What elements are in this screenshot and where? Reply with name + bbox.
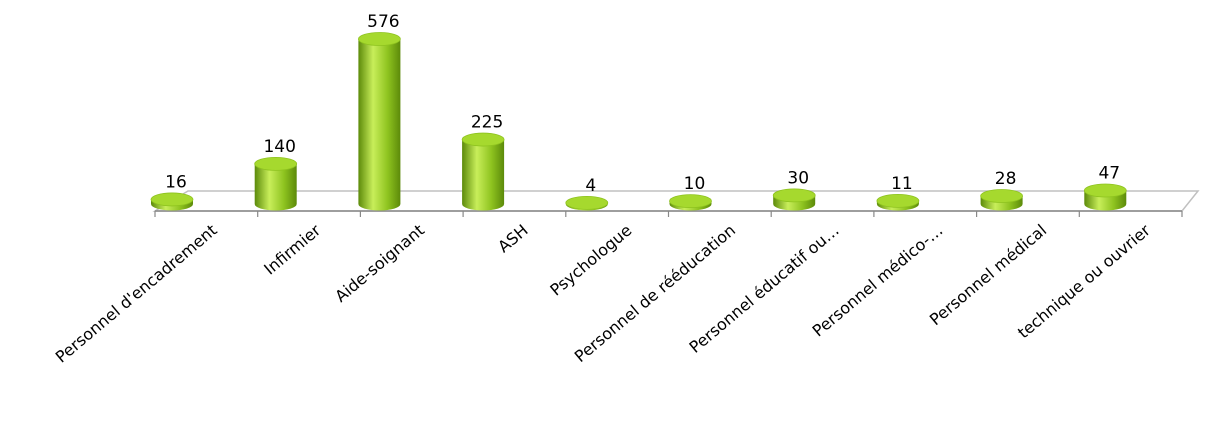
- bar: [772, 188, 816, 211]
- bar: [357, 32, 401, 211]
- category-label: ASH: [494, 221, 532, 257]
- data-label: 16: [165, 172, 187, 192]
- bar-top: [565, 195, 609, 210]
- bar: [980, 189, 1023, 211]
- data-label: 47: [1098, 164, 1120, 184]
- bar-top: [876, 193, 920, 208]
- category-label: Infirmier: [260, 220, 324, 278]
- bar-series: [150, 32, 1127, 211]
- data-label: 30: [787, 168, 809, 188]
- bar: [669, 194, 712, 211]
- bar-top: [150, 192, 194, 207]
- category-label: Aide-soignant: [331, 221, 428, 306]
- bar-top: [1083, 183, 1127, 198]
- category-label: Psychologue: [546, 221, 635, 300]
- data-label: 28: [995, 169, 1017, 189]
- bar-top: [357, 32, 401, 46]
- bar-top: [772, 188, 816, 203]
- data-label: 10: [684, 174, 706, 194]
- bar: [254, 156, 298, 211]
- bar-body: [462, 139, 505, 211]
- bar-top: [669, 194, 712, 209]
- data-labels: 16 140 576 225 4 10 30 11 28 47: [165, 12, 1120, 196]
- bar: [1083, 183, 1127, 211]
- bar: [876, 193, 920, 211]
- bar-top: [254, 156, 298, 171]
- bar: [150, 192, 194, 211]
- bar-top: [980, 189, 1023, 203]
- data-label: 225: [471, 113, 503, 133]
- data-label: 11: [891, 174, 913, 194]
- data-label: 576: [367, 12, 399, 32]
- bar-top: [461, 132, 505, 147]
- bar-body: [358, 39, 401, 211]
- category-axis-labels: Personnel d'encadrement Infirmier Aide-soi…: [52, 220, 1154, 366]
- bar-body: [254, 163, 297, 211]
- data-label: 4: [585, 176, 596, 196]
- bar: [565, 195, 609, 211]
- bar: [461, 132, 505, 211]
- category-label: Personnel d'encadrement: [52, 221, 221, 367]
- data-label: 140: [263, 137, 295, 157]
